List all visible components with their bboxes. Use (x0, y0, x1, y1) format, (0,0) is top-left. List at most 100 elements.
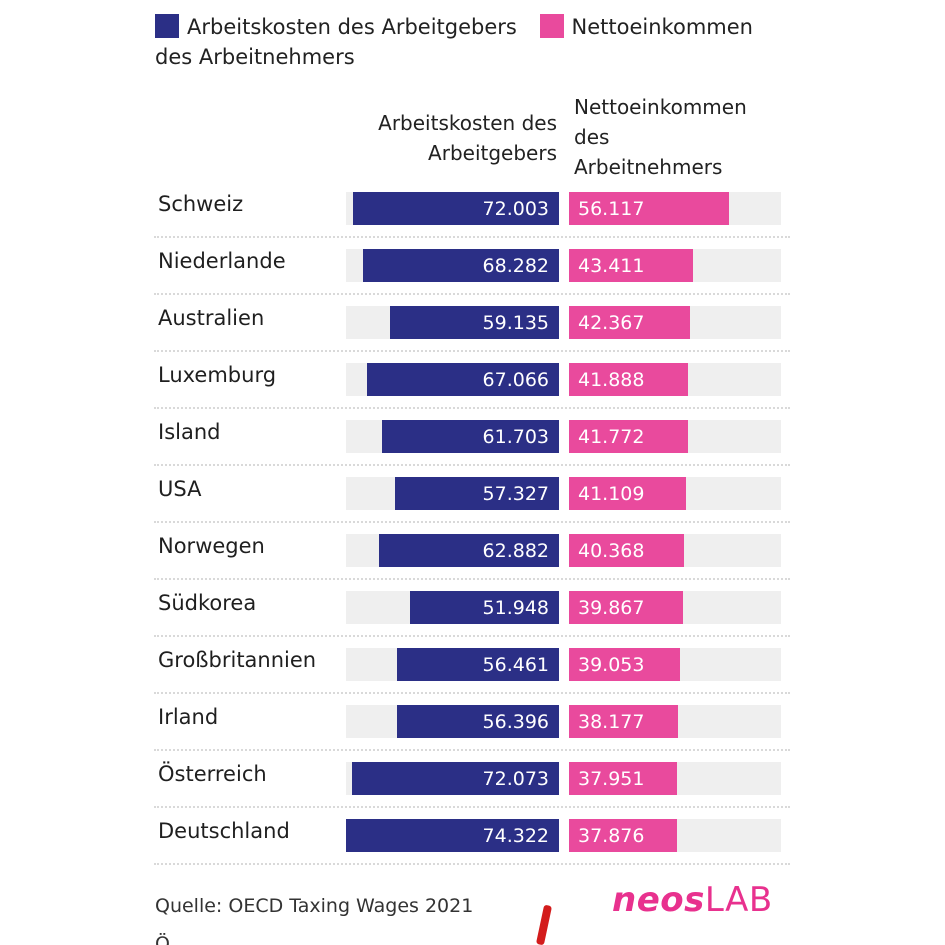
logo-part-neos: neos (612, 880, 705, 920)
chart-row: Österreich 72.073 37.951 (0, 750, 945, 808)
row-divider (154, 293, 790, 295)
bar-net-income (569, 306, 690, 339)
value-label-labor-cost: 57.327 (482, 483, 549, 505)
logo-part-lab: LAB (704, 880, 773, 920)
legend-label-labor-cost: Arbeitskosten des Arbeitgebers (187, 15, 517, 39)
category-label: Südkorea (158, 591, 257, 615)
bar-net-income (569, 420, 688, 453)
chart-row: Island 61.703 41.772 (0, 408, 945, 466)
bar-net-income (569, 249, 693, 282)
chart-row: Irland 56.396 38.177 (0, 693, 945, 751)
value-label-net-income: 40.368 (578, 540, 645, 562)
value-label-net-income: 37.876 (578, 825, 645, 847)
chart-row: Südkorea 51.948 39.867 (0, 579, 945, 637)
chart-row: Schweiz 72.003 56.117 (0, 180, 945, 238)
bar-labor-cost (390, 306, 559, 339)
bar-net-income (569, 363, 688, 396)
legend-label-net-income: Nettoeinkommen (571, 15, 753, 39)
row-divider (154, 692, 790, 694)
value-label-net-income: 42.367 (578, 312, 645, 334)
legend-swatch-labor-cost (155, 14, 179, 38)
bar-labor-cost (367, 363, 559, 396)
value-label-labor-cost: 59.135 (482, 312, 549, 334)
category-label: Australien (158, 306, 265, 330)
chart-row: Deutschland 74.322 37.876 (0, 807, 945, 865)
bar-labor-cost (363, 249, 559, 282)
bar-labor-cost (346, 819, 559, 852)
category-label: USA (158, 477, 202, 501)
legend-item-labor-cost: Arbeitskosten des Arbeitgebers (155, 14, 524, 39)
value-label-net-income: 41.109 (578, 483, 645, 505)
category-label: Island (158, 420, 221, 444)
category-label: Deutschland (158, 819, 290, 843)
bar-labor-cost (382, 420, 559, 453)
row-divider (154, 521, 790, 523)
bar-net-income (569, 477, 686, 510)
row-divider (154, 236, 790, 238)
chart-row: USA 57.327 41.109 (0, 465, 945, 523)
bar-labor-cost (353, 192, 559, 225)
neos-lab-logo: neosLAB (612, 880, 773, 920)
value-label-labor-cost: 67.066 (482, 369, 549, 391)
value-label-labor-cost: 68.282 (482, 255, 549, 277)
bar-labor-cost (397, 705, 559, 738)
category-label: Niederlande (158, 249, 286, 273)
bar-labor-cost (410, 591, 559, 624)
category-label: Österreich (158, 762, 267, 786)
column-header-net-income: Nettoeinkommen des Arbeitnehmers (574, 95, 747, 179)
value-label-net-income: 39.867 (578, 597, 645, 619)
bar-labor-cost (379, 534, 559, 567)
legend-item-net-income: Nettoeinkommen (539, 14, 753, 39)
value-label-labor-cost: 61.703 (482, 426, 549, 448)
chart-row: Norwegen 62.882 40.368 (0, 522, 945, 580)
red-annotation-mark (535, 904, 553, 945)
cut-off-text: Ö (155, 933, 170, 945)
bar-labor-cost (397, 648, 559, 681)
category-label: Großbritannien (158, 648, 317, 672)
value-label-net-income: 41.772 (578, 426, 645, 448)
bar-net-income (569, 705, 678, 738)
chart-row: Niederlande 68.282 43.411 (0, 237, 945, 295)
bar-net-income (569, 819, 677, 852)
row-divider (154, 350, 790, 352)
value-label-net-income: 37.951 (578, 768, 645, 790)
category-label: Norwegen (158, 534, 265, 558)
value-label-labor-cost: 74.322 (482, 825, 549, 847)
bar-net-income (569, 192, 729, 225)
row-divider (154, 407, 790, 409)
legend-swatch-net-income (539, 14, 564, 38)
chart-row: Luxemburg 67.066 41.888 (0, 351, 945, 409)
value-label-labor-cost: 72.003 (482, 198, 549, 220)
value-label-labor-cost: 56.396 (482, 711, 549, 733)
chart-row: Australien 59.135 42.367 (0, 294, 945, 352)
category-label: Luxemburg (158, 363, 277, 387)
value-label-net-income: 41.888 (578, 369, 645, 391)
source-note: Quelle: OECD Taxing Wages 2021 (155, 895, 474, 917)
category-label: Schweiz (158, 192, 244, 216)
row-divider (154, 749, 790, 751)
row-divider (154, 863, 790, 865)
value-label-net-income: 38.177 (578, 711, 645, 733)
row-divider (154, 464, 790, 466)
row-divider (154, 578, 790, 580)
bar-net-income (569, 534, 684, 567)
row-divider (154, 635, 790, 637)
bar-net-income (569, 648, 680, 681)
value-label-labor-cost: 51.948 (482, 597, 549, 619)
value-label-net-income: 43.411 (578, 255, 645, 277)
column-header-labor-cost: Arbeitskosten des Arbeitgebers (378, 111, 557, 165)
bar-labor-cost (395, 477, 559, 510)
value-label-net-income: 56.117 (578, 198, 645, 220)
bar-net-income (569, 762, 677, 795)
value-label-labor-cost: 56.461 (482, 654, 549, 676)
category-label: Irland (158, 705, 219, 729)
chart-row: Großbritannien 56.461 39.053 (0, 636, 945, 694)
bar-net-income (569, 591, 683, 624)
value-label-labor-cost: 62.882 (482, 540, 549, 562)
bar-labor-cost (352, 762, 559, 795)
legend-label-continuation: des Arbeitnehmers (155, 45, 355, 69)
legend: Arbeitskosten des Arbeitgebers Nettoeink… (155, 12, 805, 72)
value-label-net-income: 39.053 (578, 654, 645, 676)
value-label-labor-cost: 72.073 (482, 768, 549, 790)
row-divider (154, 806, 790, 808)
